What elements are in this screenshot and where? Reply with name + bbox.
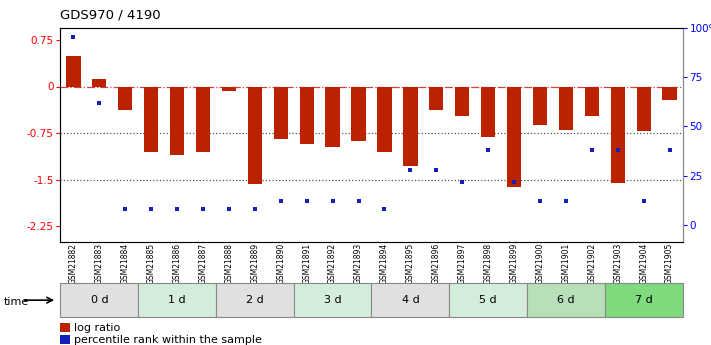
Text: 0 d: 0 d	[90, 295, 108, 305]
Bar	[326, 87, 340, 147]
Point	[638, 199, 649, 204]
Point	[534, 199, 545, 204]
Point	[431, 167, 442, 172]
Bar	[636, 87, 651, 131]
Bar	[196, 87, 210, 151]
Point	[327, 199, 338, 204]
Bar	[138, 283, 216, 317]
Bar	[60, 283, 138, 317]
Bar	[527, 283, 605, 317]
Text: 7 d: 7 d	[635, 295, 653, 305]
Bar	[118, 87, 132, 110]
Bar	[481, 87, 496, 137]
Point	[586, 147, 597, 153]
Point	[353, 199, 364, 204]
Point	[146, 207, 157, 212]
Text: 6 d: 6 d	[557, 295, 574, 305]
Text: time: time	[4, 297, 29, 307]
Text: 4 d: 4 d	[402, 295, 419, 305]
Point	[171, 207, 183, 212]
Point	[223, 207, 235, 212]
Text: 1 d: 1 d	[169, 295, 186, 305]
Point	[68, 35, 79, 40]
Point	[379, 207, 390, 212]
Bar	[403, 87, 417, 166]
Point	[664, 147, 675, 153]
Bar	[170, 87, 184, 155]
Bar	[60, 335, 70, 344]
Bar	[371, 283, 449, 317]
Point	[456, 179, 468, 184]
Bar	[216, 283, 294, 317]
Bar	[92, 79, 107, 87]
Bar	[533, 87, 547, 125]
Text: 2 d: 2 d	[246, 295, 264, 305]
Bar	[584, 87, 599, 116]
Point	[198, 207, 209, 212]
Point	[119, 207, 131, 212]
Bar	[66, 56, 80, 87]
Bar	[294, 283, 371, 317]
Point	[405, 167, 416, 172]
Bar	[605, 283, 683, 317]
Bar	[351, 87, 365, 141]
Bar	[429, 87, 444, 110]
Bar	[663, 87, 677, 100]
Bar	[247, 87, 262, 185]
Point	[94, 100, 105, 105]
Point	[508, 179, 520, 184]
Point	[560, 199, 572, 204]
Bar	[299, 87, 314, 144]
Bar	[455, 87, 469, 116]
Text: 5 d: 5 d	[479, 295, 497, 305]
Text: GDS970 / 4190: GDS970 / 4190	[60, 9, 161, 22]
Bar	[378, 87, 392, 151]
Bar	[449, 283, 527, 317]
Text: 3 d: 3 d	[324, 295, 341, 305]
Bar	[144, 87, 159, 151]
Bar	[507, 87, 521, 187]
Point	[483, 147, 494, 153]
Point	[275, 199, 287, 204]
Bar	[60, 323, 70, 332]
Bar	[274, 87, 288, 139]
Point	[249, 207, 260, 212]
Bar	[559, 87, 573, 130]
Bar	[611, 87, 625, 183]
Text: percentile rank within the sample: percentile rank within the sample	[74, 335, 262, 345]
Text: log ratio: log ratio	[74, 323, 120, 333]
Bar	[222, 87, 236, 91]
Point	[612, 147, 624, 153]
Point	[301, 199, 312, 204]
